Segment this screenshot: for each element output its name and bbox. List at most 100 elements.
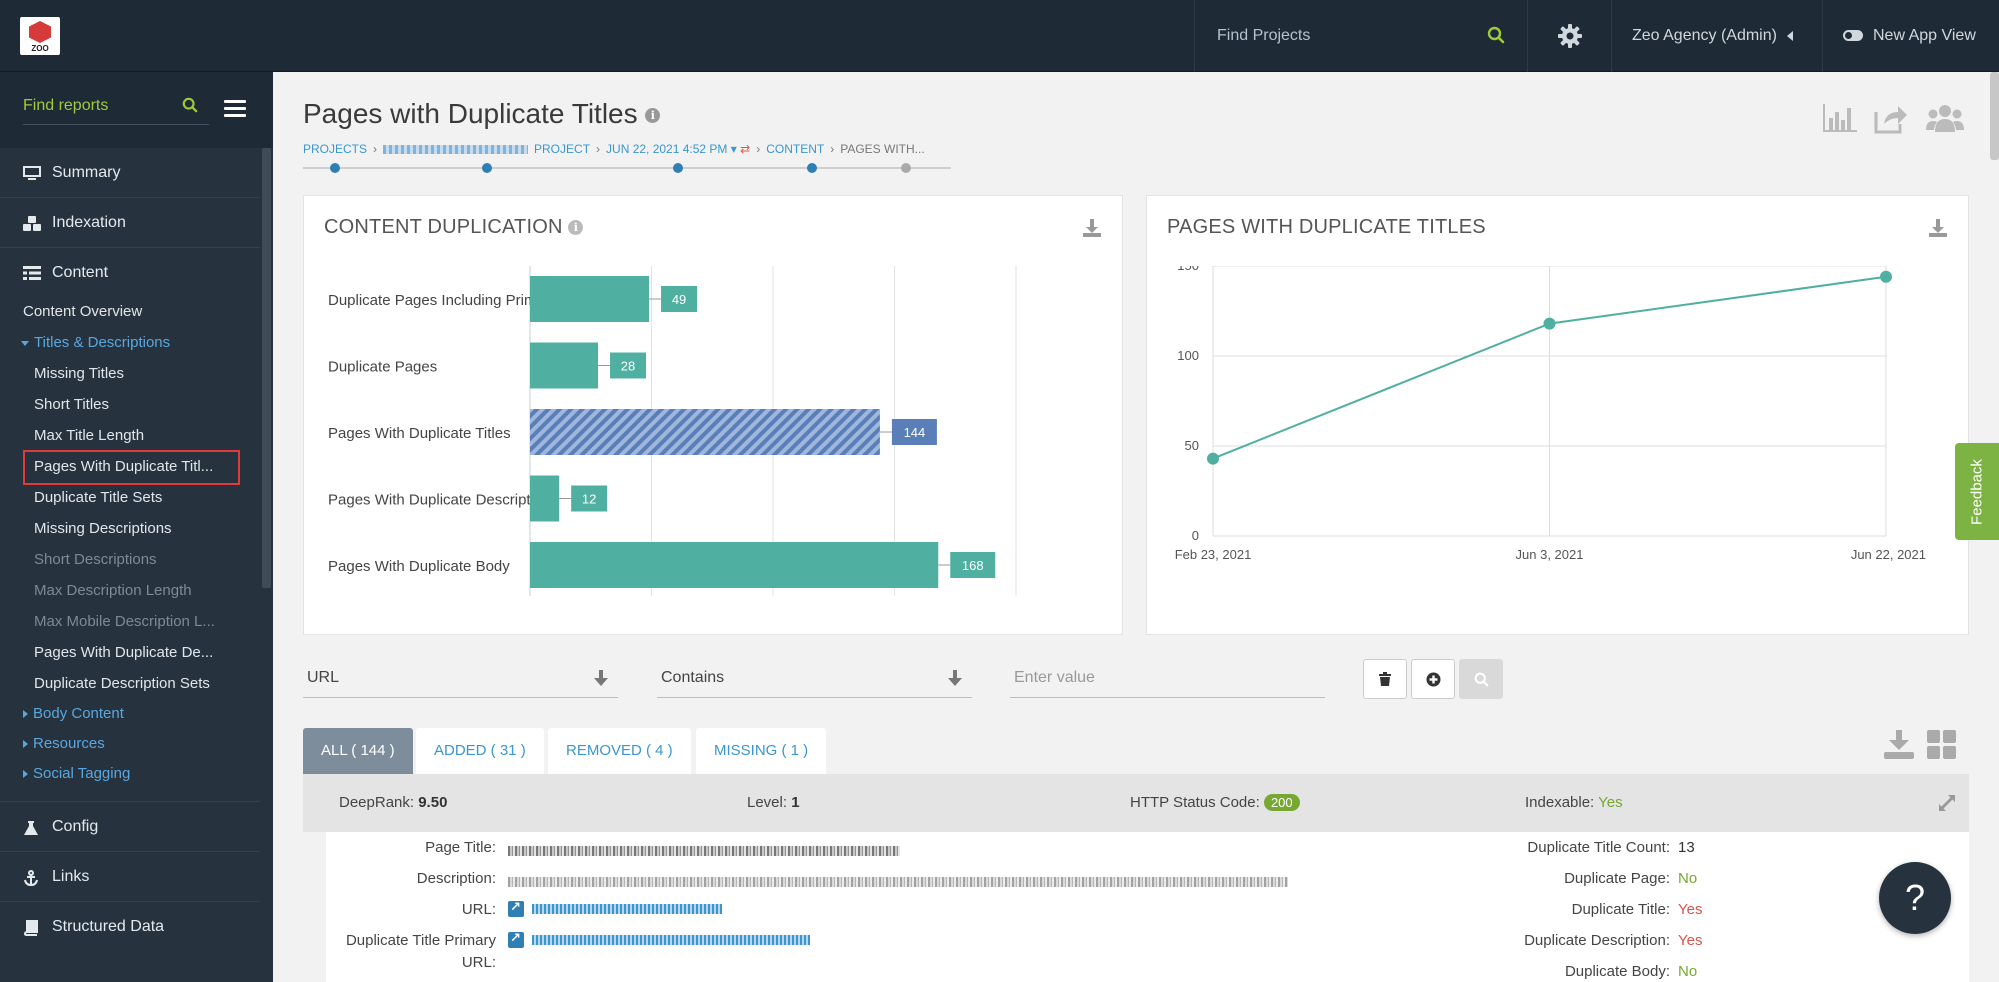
external-link-icon[interactable] [508,930,524,949]
zoo-logo[interactable]: ZOO [20,17,60,55]
data-label-box [610,352,647,379]
sidebar-item-missing-descriptions[interactable]: Missing Descriptions [34,520,172,537]
sidebar-item-max-mobile-description-length[interactable]: Max Mobile Description L... [34,613,215,630]
redacted-link[interactable] [532,935,810,946]
project-search-input[interactable] [1217,24,1477,48]
sidebar-item-links[interactable]: Links [0,852,260,902]
duplicate-description-label: Duplicate Description: [1524,932,1670,949]
breadcrumb-current: PAGES WITH... [840,142,925,156]
sidebar-item-pages-with-duplicate-descriptions[interactable]: Pages With Duplicate De... [34,644,214,661]
result-row-header: DeepRank: 9.50 Level: 1 HTTP Status Code… [303,774,1969,832]
delete-filter-button[interactable] [1363,659,1407,699]
sidebar-item-duplicate-description-sets[interactable]: Duplicate Description Sets [34,675,210,692]
sidebar-item-structured-data[interactable]: Structured Data [0,902,260,952]
sidebar-divider [0,801,260,802]
tab-missing[interactable]: MISSING ( 1 ) [696,728,827,774]
duplicate-body-label: Duplicate Body: [1564,963,1670,980]
feedback-label: Feedback [1968,458,1986,525]
x-tick-label: Jun 22, 2021 [1851,547,1926,562]
sidebar-group-resources[interactable]: Resources [23,735,105,752]
feedback-button[interactable]: Feedback [1955,443,1999,540]
sidebar-item-summary[interactable]: Summary [0,148,260,198]
settings-button[interactable] [1527,0,1611,72]
redacted-project-name [383,145,529,155]
http-status-label: HTTP Status Code: [1130,794,1260,811]
info-icon[interactable]: i [645,108,661,124]
sidebar-item-short-titles[interactable]: Short Titles [34,396,110,413]
hamburger-menu-icon[interactable] [224,100,246,118]
card-title: PAGES WITH DUPLICATE TITLES [1167,216,1486,238]
search-icon [1474,672,1489,687]
breadcrumb-dot[interactable] [673,163,683,173]
sidebar-item-content-overview[interactable]: Content Overview [23,303,143,320]
page-title-text: Pages with Duplicate Titles [303,98,638,129]
expand-icon[interactable] [1938,794,1956,812]
report-search-input[interactable] [23,94,173,118]
redacted-link[interactable] [532,904,722,915]
content-duplication-chart: Duplicate Pages Including Primary 49 Dupli… [328,266,1017,596]
sidebar-scrollbar[interactable] [262,148,271,588]
level-cell: Level: 1 [747,794,800,811]
breadcrumb-content[interactable]: CONTENT [766,142,825,156]
breadcrumb-dot[interactable] [482,163,492,173]
breadcrumb-project[interactable]: PROJECT [534,142,591,156]
y-tick-label: 50 [1185,438,1199,453]
sidebar-item-content[interactable]: Content [0,248,260,298]
sidebar-item-label: Structured Data [52,918,165,935]
grid-view-icon[interactable] [1927,730,1957,760]
level-label: Level: [747,794,788,811]
chevron-right-icon: › [596,142,601,156]
sidebar-group-label: Social Tagging [33,765,131,782]
search-icon[interactable] [1487,26,1505,44]
breadcrumb-date[interactable]: JUN 22, 2021 4:52 PM [606,142,728,156]
sidebar-group-social-tagging[interactable]: Social Tagging [23,765,130,782]
search-filter-button[interactable] [1459,659,1503,699]
download-icon[interactable] [1928,218,1948,238]
filter-field-select[interactable]: URL [303,658,618,698]
download-icon[interactable] [1082,218,1102,238]
main-scrollbar[interactable] [1990,72,1999,160]
sidebar-item-missing-titles[interactable]: Missing Titles [34,365,125,382]
sidebar-item-max-title-length[interactable]: Max Title Length [34,427,145,444]
export-icon[interactable] [1883,730,1915,760]
project-search [1194,0,1527,72]
tab-all[interactable]: ALL ( 144 ) [303,728,413,774]
data-label: 28 [621,359,635,374]
compare-icon[interactable]: ⇄ [740,142,751,156]
bar-category-label: Duplicate Pages [328,359,437,376]
url-value[interactable] [508,899,722,918]
http-status-cell: HTTP Status Code: 200 [1130,794,1300,811]
external-link-icon[interactable] [508,899,524,918]
users-icon[interactable] [1926,102,1964,134]
help-button[interactable]: ? [1879,862,1951,934]
data-point [1543,317,1556,330]
breadcrumb-dot[interactable] [807,163,817,173]
sidebar-group-titles-descriptions[interactable]: Titles & Descriptions [21,334,170,351]
chart-view-icon[interactable] [1821,102,1859,134]
filter-field-value: URL [307,669,340,686]
tab-removed[interactable]: REMOVED ( 4 ) [548,728,691,774]
breadcrumb-projects[interactable]: PROJECTS [303,142,368,156]
tab-added[interactable]: ADDED ( 31 ) [416,728,544,774]
sidebar-item-config[interactable]: Config [0,802,260,852]
caret-down-icon[interactable]: ▾ [730,142,737,156]
search-icon[interactable] [182,97,198,113]
sidebar-item-indexation[interactable]: Indexation [0,198,260,248]
sidebar-item-duplicate-title-sets[interactable]: Duplicate Title Sets [34,489,163,506]
filter-value-input[interactable] [1010,658,1325,698]
info-icon[interactable]: i [568,220,584,236]
sidebar-item-label: Summary [52,164,121,181]
breadcrumb-dot[interactable] [330,163,340,173]
sidebar-item-max-description-length[interactable]: Max Description Length [34,582,192,599]
add-filter-button[interactable] [1411,659,1455,699]
share-icon[interactable] [1874,102,1908,134]
sidebar-item-short-descriptions[interactable]: Short Descriptions [34,551,157,568]
account-menu[interactable]: Zeo Agency (Admin) [1611,0,1822,72]
new-app-view-toggle[interactable]: New App View [1822,0,1999,72]
sidebar-group-body-content[interactable]: Body Content [23,705,124,722]
filter-operator-select[interactable]: Contains [657,658,972,698]
sidebar-item-pages-with-duplicate-titles[interactable]: Pages With Duplicate Titl... [34,458,214,475]
data-label: 168 [962,558,984,573]
bar-category-label: Pages With Duplicate Descriptions [328,492,558,509]
duplicate-title-primary-value[interactable] [508,930,810,949]
